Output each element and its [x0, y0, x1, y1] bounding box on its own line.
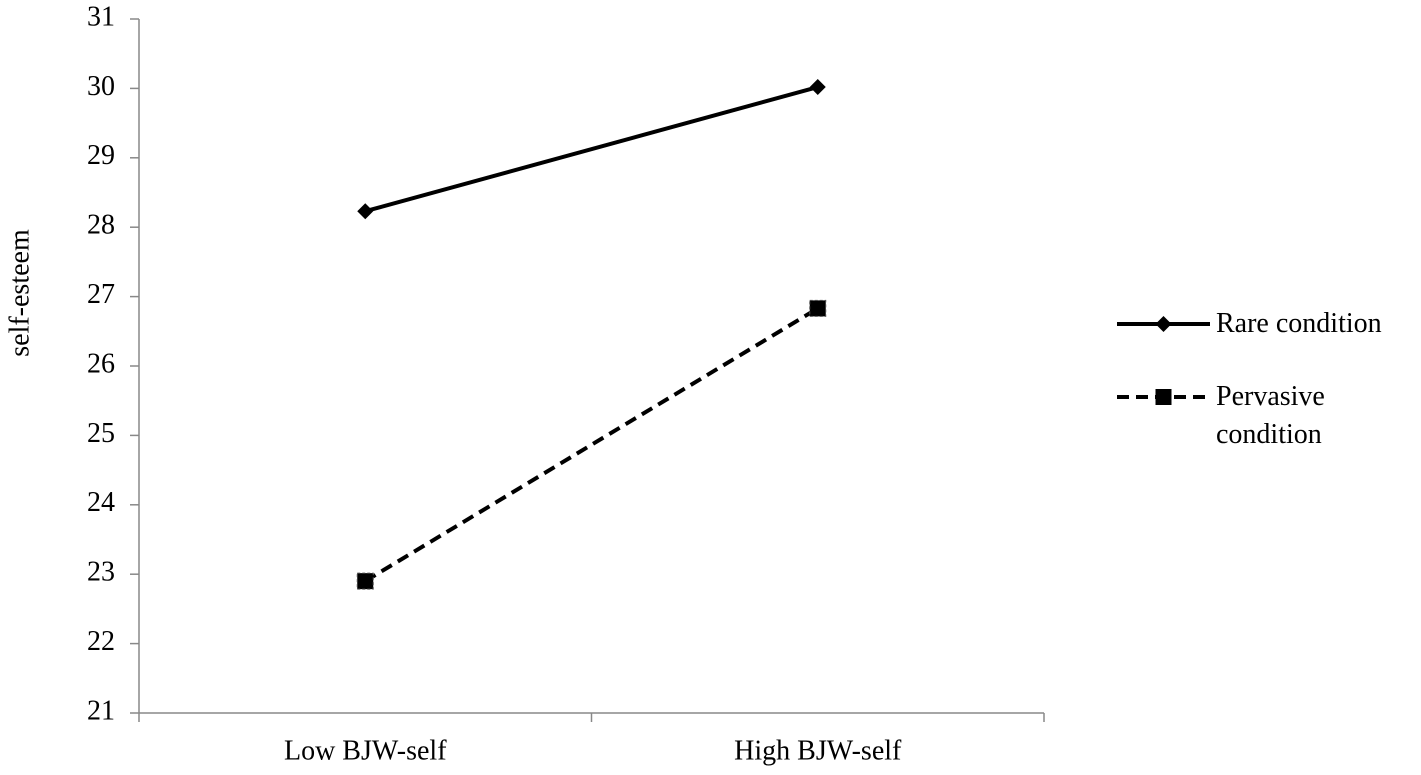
x-tick-label: High BJW-self [734, 735, 902, 766]
y-tick-label: 26 [87, 348, 115, 379]
y-tick-label: 27 [87, 279, 115, 310]
y-tick-label: 21 [87, 695, 115, 726]
marker [809, 79, 826, 96]
marker [809, 299, 827, 317]
legend-marker [1155, 389, 1172, 405]
x-tick-label: Low BJW-self [284, 735, 447, 766]
y-tick-label: 31 [87, 1, 115, 32]
y-tick-label: 23 [87, 557, 115, 588]
marker [356, 572, 374, 590]
y-tick-label: 22 [87, 626, 115, 657]
legend-marker [1155, 316, 1172, 332]
legend-label: Pervasive condition [1216, 381, 1325, 450]
y-tick-label: 24 [87, 487, 115, 518]
y-tick-label: 29 [87, 140, 115, 171]
marker [357, 203, 374, 220]
legend-label: Rare condition [1216, 308, 1382, 339]
y-axis-label: self-esteem [4, 229, 35, 357]
y-tick-label: 30 [87, 71, 115, 102]
series-line [364, 85, 819, 214]
series-line [364, 306, 819, 583]
y-tick-label: 25 [87, 418, 115, 449]
y-tick-label: 28 [87, 210, 115, 241]
